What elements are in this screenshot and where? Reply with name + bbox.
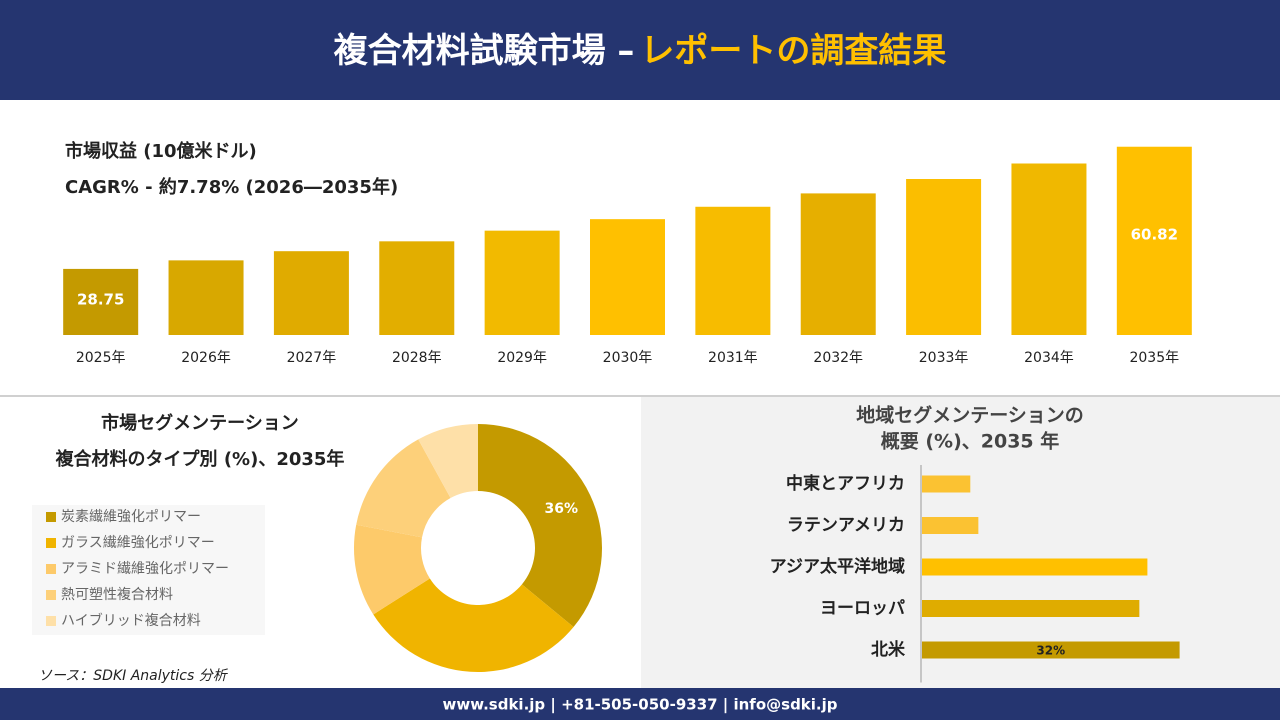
legend-swatch [46, 512, 56, 522]
x-tick-label: 2033年 [919, 350, 969, 366]
chart-title: 市場セグメンテーション [101, 412, 299, 434]
legend-label: 熱可塑性複合材料 [61, 586, 173, 603]
source: ソース：SDKI Analytics 分析 [38, 668, 229, 684]
donut-slice [478, 424, 602, 628]
bar [906, 179, 982, 335]
data-label: 36% [544, 501, 578, 517]
y-tick-label: ラテンアメリカ [787, 516, 905, 536]
x-tick-label: 2031年 [708, 350, 758, 366]
chart-subtitle: 複合材料のタイプ別 (%)、2035年 [55, 448, 345, 470]
bar [800, 193, 876, 335]
bar [168, 260, 244, 335]
bar [1116, 146, 1192, 335]
header-bg [0, 0, 1280, 100]
footer-bg [0, 688, 1280, 720]
data-label: 32% [1036, 644, 1065, 658]
x-tick-label: 2027年 [287, 350, 337, 366]
legend-label: ハイブリッド複合材料 [61, 612, 201, 629]
bar [590, 219, 665, 335]
bar [922, 475, 971, 493]
x-tick-label: 2025年 [76, 350, 126, 366]
legend-swatch [46, 590, 56, 600]
bar [922, 600, 1140, 617]
y-tick-label: アジア太平洋地域 [770, 556, 905, 577]
legend-swatch [46, 616, 56, 626]
x-tick-label: 2032年 [813, 350, 863, 366]
bar [922, 517, 979, 534]
y-tick-label: ヨーロッパ [820, 599, 905, 619]
bar [63, 268, 139, 335]
bar [379, 241, 455, 335]
x-tick-label: 2034年 [1024, 350, 1074, 366]
right-panel [641, 397, 1280, 688]
bar [922, 641, 1180, 659]
bar [273, 251, 349, 335]
y-tick-label: 北米 [871, 639, 906, 660]
donut-slice [373, 578, 574, 672]
x-tick-label: 2035年 [1129, 350, 1179, 366]
x-tick-label: 2028年 [392, 350, 442, 366]
x-tick-label: 2030年 [603, 350, 653, 366]
data-label: 28.75 [77, 290, 124, 308]
title-accent: レポートの調査結果 [640, 31, 946, 71]
donut-slice [356, 439, 451, 538]
x-tick-label: 2026年 [181, 350, 231, 366]
legend-label: 炭素繊維強化ポリマー [61, 509, 201, 525]
x-tick-label: 2029年 [497, 350, 547, 366]
legend-swatch [46, 538, 56, 548]
legend-box [32, 505, 265, 635]
title-main: 複合材料試験市場 – [334, 31, 635, 71]
chart-title: 地域セグメンテーションの [856, 404, 1084, 427]
legend-label: ガラス繊維強化ポリマー [61, 535, 215, 551]
bar [484, 230, 560, 335]
legend-swatch [46, 564, 56, 574]
y-tick-label: 中東とアフリカ [786, 473, 905, 494]
legend-label: アラミド繊維強化ポリマー [61, 561, 229, 577]
data-label: 60.82 [1131, 226, 1178, 244]
donut-slice [418, 424, 478, 499]
bar [922, 558, 1148, 576]
chart-subtitle: CAGR% - 約7.78% (2026―2035年) [65, 176, 398, 198]
page-title: 複合材料試験市場 – レポートの調査結果 [334, 31, 947, 71]
bar [695, 206, 771, 335]
donut-slice [354, 524, 430, 615]
bar [1011, 163, 1087, 335]
chart-title: 市場収益 (10億米ドル) [65, 140, 257, 162]
footer: www.sdki.jp | +81-505-050-9337 | info@sd… [442, 696, 837, 715]
chart-subtitle: 概要 (%)、2035 年 [881, 430, 1060, 453]
